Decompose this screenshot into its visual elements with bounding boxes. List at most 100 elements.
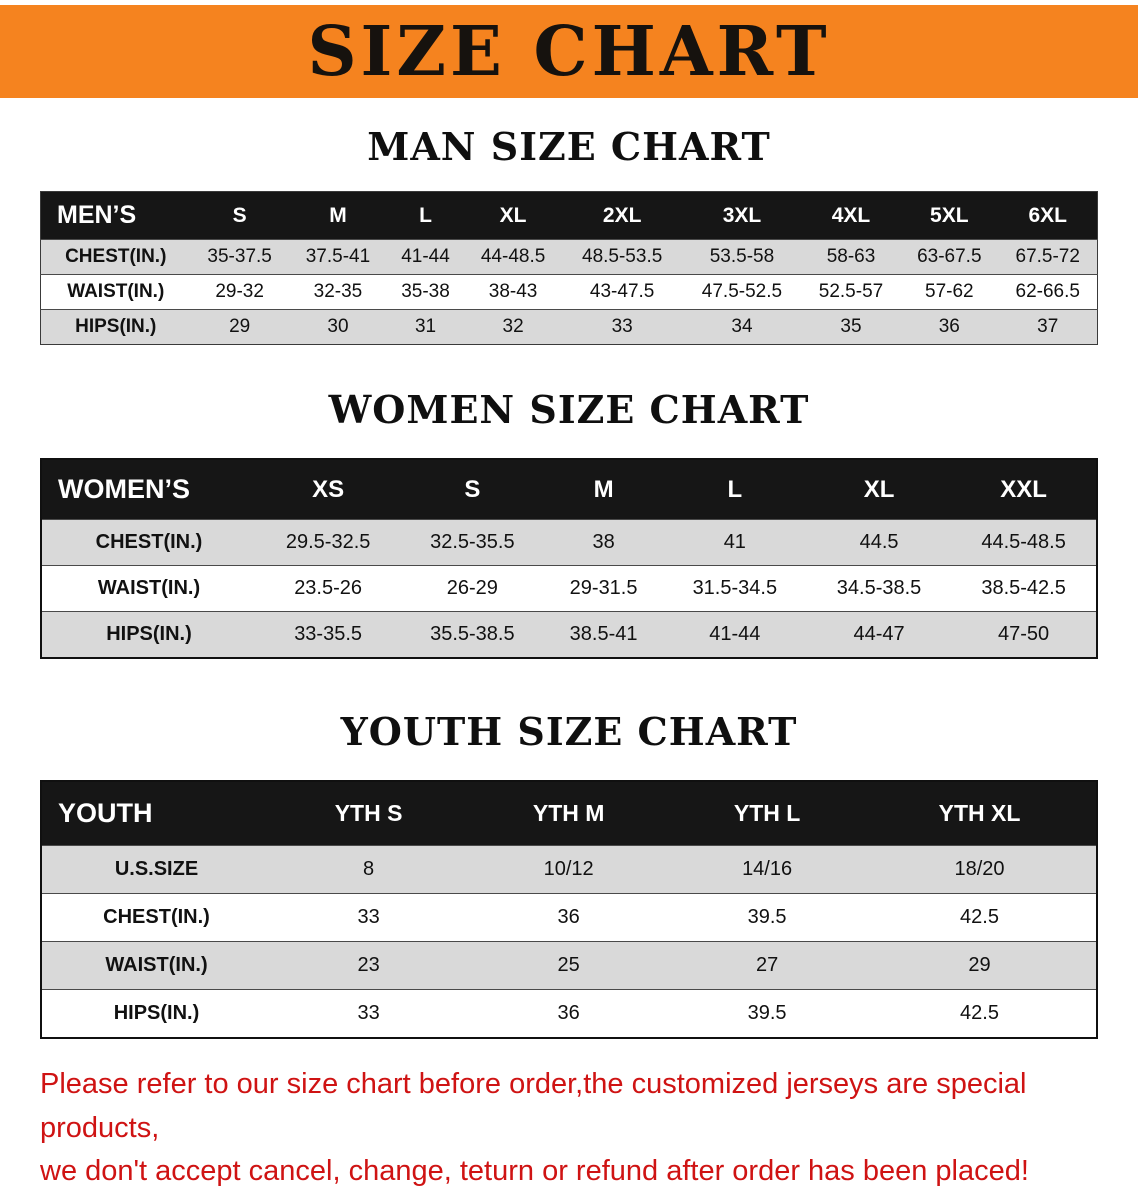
size-chart-banner: SIZE CHART bbox=[0, 5, 1138, 98]
size-value-cell: 35-38 bbox=[401, 281, 450, 302]
size-column-header: 5XL bbox=[900, 191, 999, 240]
size-value-cell: 35 bbox=[840, 316, 862, 337]
size-value-cell: 18/20 bbox=[954, 858, 1005, 880]
table-row: CHEST(IN.) 29.5-32.5 32.5-35.5 38 41 44.5 44.5… bbox=[41, 519, 1097, 566]
size-value-cell: 48.5-53.5 bbox=[582, 246, 663, 267]
table-header-row: WOMEN’S XS S M L XL XXL bbox=[41, 459, 1097, 520]
size-column-header: S bbox=[190, 191, 289, 240]
size-value-cell: 44-47 bbox=[853, 623, 905, 645]
men-section-heading: MAN SIZE CHART bbox=[367, 124, 771, 169]
table-row: WAIST(IN.) 23.5-26 26-29 29-31.5 31.5-34.5 34… bbox=[41, 565, 1097, 612]
size-value-cell: 38.5-41 bbox=[569, 623, 638, 645]
size-value-cell: 29 bbox=[968, 954, 991, 976]
size-value-cell: 57-62 bbox=[925, 281, 974, 302]
size-value-cell: 44.5 bbox=[859, 531, 899, 553]
size-value-cell: 31 bbox=[414, 316, 437, 337]
table-header-label: WOMEN’S bbox=[41, 459, 256, 520]
size-value-cell: 32 bbox=[502, 316, 524, 337]
men-size-table: MEN’S S M L XL 2XL 3XL 4XL 5XL 6XL CHEST(IN.) 35-37… bbox=[40, 191, 1098, 345]
size-value-cell: 26-29 bbox=[446, 577, 498, 599]
size-value-cell: 35.5-38.5 bbox=[430, 623, 515, 645]
size-value-cell: 32-35 bbox=[313, 281, 363, 302]
footer-note: Please refer to our size chart before or… bbox=[40, 1063, 1110, 1194]
size-column-header: XS bbox=[256, 459, 401, 520]
size-value-cell: 38-43 bbox=[488, 281, 538, 302]
size-value-cell: 38 bbox=[592, 531, 615, 553]
men-size-section: MAN SIZE CHART MEN’S S M L XL 2XL 3XL 4XL 5XL 6XL… bbox=[0, 124, 1138, 345]
page-title: SIZE CHART bbox=[307, 11, 831, 92]
table-row: CHEST(IN.) 35-37.5 37.5-41 41-44 44-48.5 48.5… bbox=[40, 239, 1098, 275]
row-label: CHEST(IN.) bbox=[103, 906, 210, 928]
size-column-header: YTH S bbox=[271, 781, 467, 846]
row-label: HIPS(IN.) bbox=[113, 1002, 200, 1024]
size-value-cell: 44.5-48.5 bbox=[981, 531, 1066, 553]
size-value-cell: 33 bbox=[611, 316, 633, 337]
size-value-cell: 37.5-41 bbox=[305, 246, 371, 267]
row-label: HIPS(IN.) bbox=[75, 316, 157, 337]
size-value-cell: 30 bbox=[327, 316, 349, 337]
size-value-cell: 41 bbox=[723, 531, 746, 553]
row-label: CHEST(IN.) bbox=[95, 531, 203, 553]
size-value-cell: 39.5 bbox=[747, 906, 787, 928]
size-value-cell: 33 bbox=[357, 1002, 380, 1024]
size-value-cell: 25 bbox=[557, 954, 580, 976]
row-label: U.S.SIZE bbox=[114, 858, 199, 880]
size-value-cell: 23.5-26 bbox=[294, 577, 363, 599]
size-value-cell: 47.5-52.5 bbox=[701, 281, 783, 302]
table-header-row: MEN’S S M L XL 2XL 3XL 4XL 5XL 6XL bbox=[40, 191, 1098, 240]
size-column-header: YTH XL bbox=[863, 781, 1097, 846]
size-column-header: L bbox=[387, 191, 464, 240]
table-header-label: MEN’S bbox=[40, 191, 191, 240]
women-size-section: WOMEN SIZE CHART WOMEN’S XS S M L XL XXL CHEST(… bbox=[0, 387, 1138, 659]
size-value-cell: 36 bbox=[557, 1002, 580, 1024]
size-value-cell: 32.5-35.5 bbox=[430, 531, 515, 553]
size-value-cell: 41-44 bbox=[401, 246, 450, 267]
size-column-header: 2XL bbox=[562, 191, 683, 240]
size-value-cell: 33-35.5 bbox=[294, 623, 363, 645]
size-value-cell: 31.5-34.5 bbox=[692, 577, 778, 599]
size-value-cell: 29 bbox=[229, 316, 251, 337]
size-value-cell: 42.5 bbox=[960, 906, 999, 928]
table-header-label: YOUTH bbox=[41, 781, 271, 846]
size-value-cell: 36 bbox=[938, 316, 960, 337]
row-label: CHEST(IN.) bbox=[65, 246, 167, 267]
size-column-header: YTH M bbox=[466, 781, 672, 846]
size-value-cell: 63-67.5 bbox=[917, 246, 982, 267]
size-value-cell: 47-50 bbox=[998, 623, 1050, 645]
size-value-cell: 34 bbox=[731, 316, 753, 337]
row-label: HIPS(IN.) bbox=[106, 623, 192, 645]
size-column-header: 4XL bbox=[801, 191, 901, 240]
size-column-header: 6XL bbox=[998, 191, 1098, 240]
size-value-cell: 58-63 bbox=[826, 246, 876, 267]
size-value-cell: 35-37.5 bbox=[207, 246, 272, 267]
size-column-header: M bbox=[544, 459, 663, 520]
size-column-header: XL bbox=[463, 191, 563, 240]
table-row: HIPS(IN.) 33-35.5 35.5-38.5 38.5-41 41-44 44-… bbox=[41, 611, 1097, 658]
youth-section-heading: YOUTH SIZE CHART bbox=[340, 709, 798, 754]
size-value-cell: 29-31.5 bbox=[569, 577, 638, 599]
table-header-row: YOUTH YTH S YTH M YTH L YTH XL bbox=[41, 781, 1097, 846]
table-row: WAIST(IN.) 23 25 27 29 bbox=[41, 941, 1097, 990]
size-value-cell: 37 bbox=[1037, 316, 1059, 337]
size-value-cell: 8 bbox=[363, 858, 375, 880]
size-value-cell: 39.5 bbox=[747, 1002, 787, 1024]
size-column-header: XXL bbox=[951, 459, 1097, 520]
size-value-cell: 42.5 bbox=[960, 1002, 999, 1024]
row-label: WAIST(IN.) bbox=[105, 954, 208, 976]
size-value-cell: 36 bbox=[557, 906, 580, 928]
size-value-cell: 29.5-32.5 bbox=[285, 531, 371, 553]
table-row: WAIST(IN.) 29-32 32-35 35-38 38-43 43-47.5 47.… bbox=[40, 274, 1098, 310]
size-value-cell: 33 bbox=[357, 906, 380, 928]
size-value-cell: 41-44 bbox=[709, 623, 761, 645]
youth-size-table: YOUTH YTH S YTH M YTH L YTH XL U.S.SIZE 8 10/12… bbox=[40, 780, 1098, 1039]
women-section-heading: WOMEN SIZE CHART bbox=[328, 387, 810, 432]
size-value-cell: 10/12 bbox=[543, 858, 594, 880]
size-value-cell: 34.5-38.5 bbox=[836, 577, 922, 599]
size-column-header: YTH L bbox=[671, 781, 864, 846]
size-column-header: S bbox=[400, 459, 545, 520]
footer-note-line-1: Please refer to our size chart before or… bbox=[40, 1068, 1027, 1144]
size-value-cell: 14/16 bbox=[742, 858, 793, 880]
size-value-cell: 43-47.5 bbox=[589, 281, 655, 302]
size-column-header: L bbox=[662, 459, 807, 520]
youth-size-section: YOUTH SIZE CHART YOUTH YTH S YTH M YTH L YTH… bbox=[0, 709, 1138, 1039]
